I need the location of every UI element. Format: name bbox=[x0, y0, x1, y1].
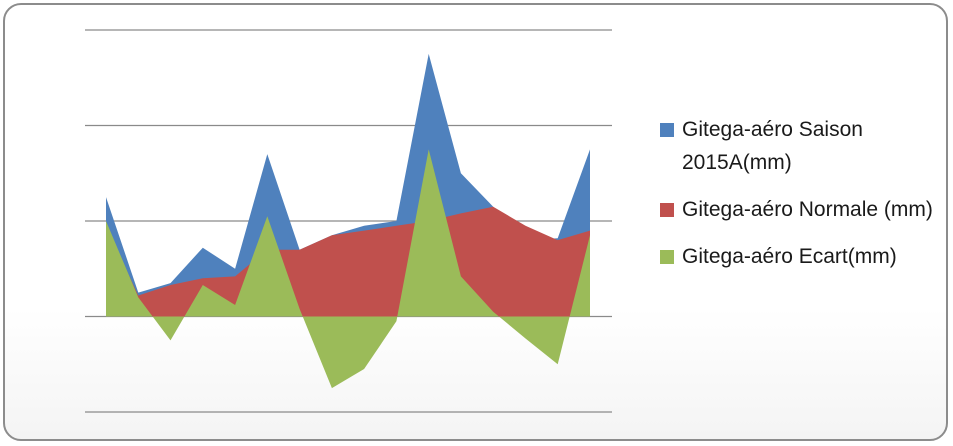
area-series-normale bbox=[106, 206, 590, 317]
legend-item-saison: Gitega-aéro Saison 2015A(mm) bbox=[660, 113, 945, 179]
legend-swatch-normale bbox=[660, 203, 674, 217]
legend-label-saison: Gitega-aéro Saison 2015A(mm) bbox=[682, 118, 863, 174]
legend-swatch-ecart bbox=[660, 250, 674, 264]
legend-label-normale: Gitega-aéro Normale (mm) bbox=[682, 198, 933, 221]
legend-item-normale: Gitega-aéro Normale (mm) bbox=[660, 193, 945, 226]
legend-label-ecart: Gitega-aéro Ecart(mm) bbox=[682, 245, 897, 268]
legend: Gitega-aéro Saison 2015A(mm) Gitega-aéro… bbox=[660, 113, 945, 287]
area-series-ecart bbox=[106, 149, 590, 389]
legend-swatch-saison bbox=[660, 123, 674, 137]
plot-area bbox=[85, 29, 612, 413]
legend-item-ecart: Gitega-aéro Ecart(mm) bbox=[660, 240, 945, 273]
chart-frame: Gitega-aéro Saison 2015A(mm) Gitega-aéro… bbox=[3, 3, 948, 441]
